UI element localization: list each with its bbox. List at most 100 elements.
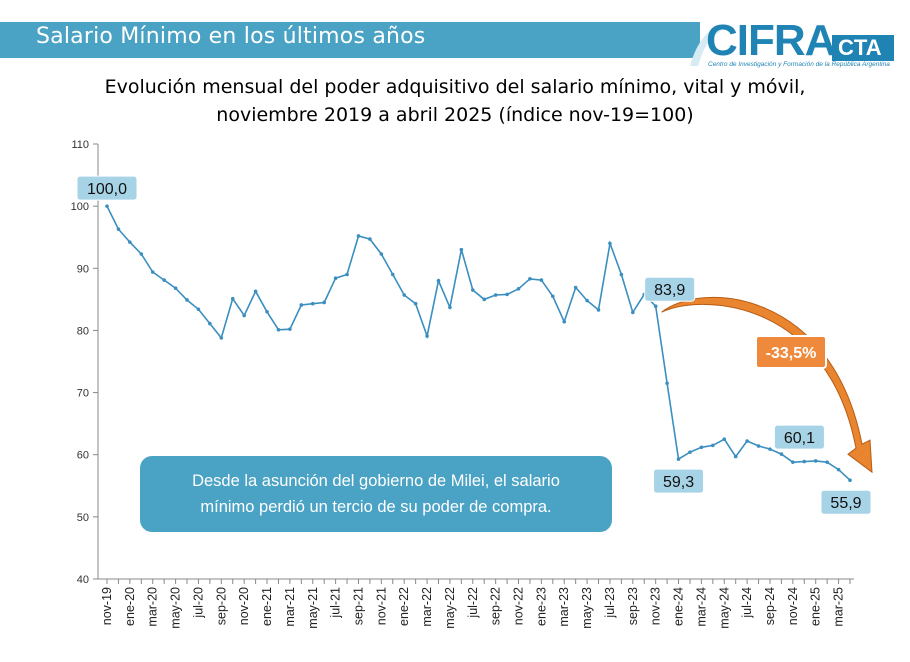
data-point	[608, 241, 612, 246]
data-point	[345, 272, 349, 277]
x-tick-label: ene-25	[809, 587, 823, 626]
x-tick-label: jul-21	[329, 587, 343, 619]
data-point	[768, 447, 772, 451]
data-point	[688, 450, 692, 455]
data-point	[162, 278, 166, 282]
x-tick-label: nov-20	[237, 587, 251, 625]
data-point	[482, 297, 487, 302]
y-tick-label: 60	[77, 450, 89, 462]
x-tick-label: sep-23	[626, 587, 640, 625]
data-point	[253, 289, 258, 294]
data-point	[368, 237, 372, 241]
y-tick-label: 40	[77, 574, 89, 586]
x-tick-label: sep-22	[489, 587, 503, 625]
x-tick-label: may-22	[443, 587, 457, 629]
data-point	[242, 313, 246, 318]
x-tick-label: ene-23	[534, 587, 548, 626]
data-point	[425, 334, 429, 338]
data-label-box	[773, 424, 825, 450]
data-point	[848, 478, 852, 482]
decline-arrow	[661, 297, 873, 474]
data-point	[551, 294, 555, 299]
data-point	[219, 336, 224, 340]
logo-cta-text: CTA	[838, 35, 882, 60]
data-point	[573, 285, 578, 290]
data-label-box	[76, 175, 138, 201]
data-point	[310, 301, 315, 306]
note-line-2: mínimo perdió un tercio de su poder de c…	[200, 498, 552, 516]
data-point	[505, 292, 509, 297]
data-point	[619, 272, 624, 277]
data-point	[493, 293, 498, 297]
x-tick-label: may-23	[580, 587, 594, 629]
data-point	[230, 296, 235, 301]
y-tick-label: 50	[77, 512, 89, 524]
cifra-logo: CIFRA CTA Centro de Investigación y Form…	[690, 14, 905, 76]
data-point	[116, 227, 121, 231]
x-tick-label: may-21	[306, 587, 320, 629]
x-tick-label: sep-20	[214, 587, 228, 625]
x-tick-label: nov-21	[374, 587, 388, 625]
data-point	[276, 328, 281, 332]
y-tick-label: 70	[77, 388, 89, 400]
data-label-box	[653, 468, 705, 494]
change-badge-label: -33,5%	[766, 345, 817, 362]
data-point	[745, 439, 749, 443]
logo-wordmark: CIFRA	[706, 16, 836, 65]
data-point	[528, 277, 532, 281]
change-badge	[755, 335, 827, 369]
data-point	[413, 301, 418, 306]
data-point	[356, 234, 361, 238]
x-tick-label: may-20	[169, 587, 183, 629]
data-point	[699, 445, 704, 450]
data-point	[333, 276, 338, 281]
x-tick-label: mar-25	[832, 587, 846, 627]
data-point	[208, 321, 212, 326]
y-tick-label: 110	[71, 139, 89, 151]
x-tick-label: mar-23	[557, 587, 571, 627]
data-point	[185, 298, 189, 302]
chart-subtitle: noviembre 2019 a abril 2025 (índice nov-…	[216, 104, 694, 126]
data-point	[653, 304, 658, 308]
data-point	[676, 457, 681, 461]
data-point	[631, 310, 635, 315]
data-point	[470, 288, 475, 292]
y-tick-label: 80	[77, 325, 89, 337]
x-tick-label: nov-22	[512, 587, 526, 625]
data-point	[379, 252, 384, 256]
data-point	[711, 443, 715, 448]
x-tick-label: nov-19	[100, 587, 114, 625]
data-point	[756, 444, 761, 448]
data-point	[299, 303, 304, 307]
x-tick-label: jul-24	[740, 587, 754, 619]
data-point	[516, 286, 521, 291]
logo-swoosh-icon	[690, 24, 724, 66]
data-point	[288, 327, 292, 331]
data-label: 55,9	[830, 495, 861, 512]
data-point	[722, 437, 727, 441]
x-tick-label: mar-20	[146, 587, 160, 627]
data-point	[139, 252, 144, 256]
x-tick-label: mar-21	[283, 587, 297, 627]
data-point	[791, 460, 795, 464]
annotation-note: Desde la asunción del gobierno de Milei,…	[140, 456, 612, 532]
data-point	[390, 272, 395, 277]
header-banner	[0, 22, 700, 58]
x-tick-label: mar-22	[420, 587, 434, 627]
logo-cta-box: CTA	[832, 35, 894, 61]
data-point	[562, 319, 567, 324]
data-point	[596, 308, 601, 312]
x-tick-label: ene-20	[123, 587, 137, 626]
x-tick-label: ene-22	[397, 587, 411, 626]
data-point	[539, 278, 544, 282]
data-point	[173, 286, 178, 290]
data-point	[322, 300, 326, 305]
data-point	[836, 467, 841, 472]
data-point	[733, 454, 738, 459]
x-tick-label: sep-24	[763, 587, 777, 625]
data-point	[779, 452, 784, 456]
x-tick-label: jul-23	[603, 587, 617, 619]
data-point	[402, 293, 407, 297]
data-point	[105, 204, 109, 208]
